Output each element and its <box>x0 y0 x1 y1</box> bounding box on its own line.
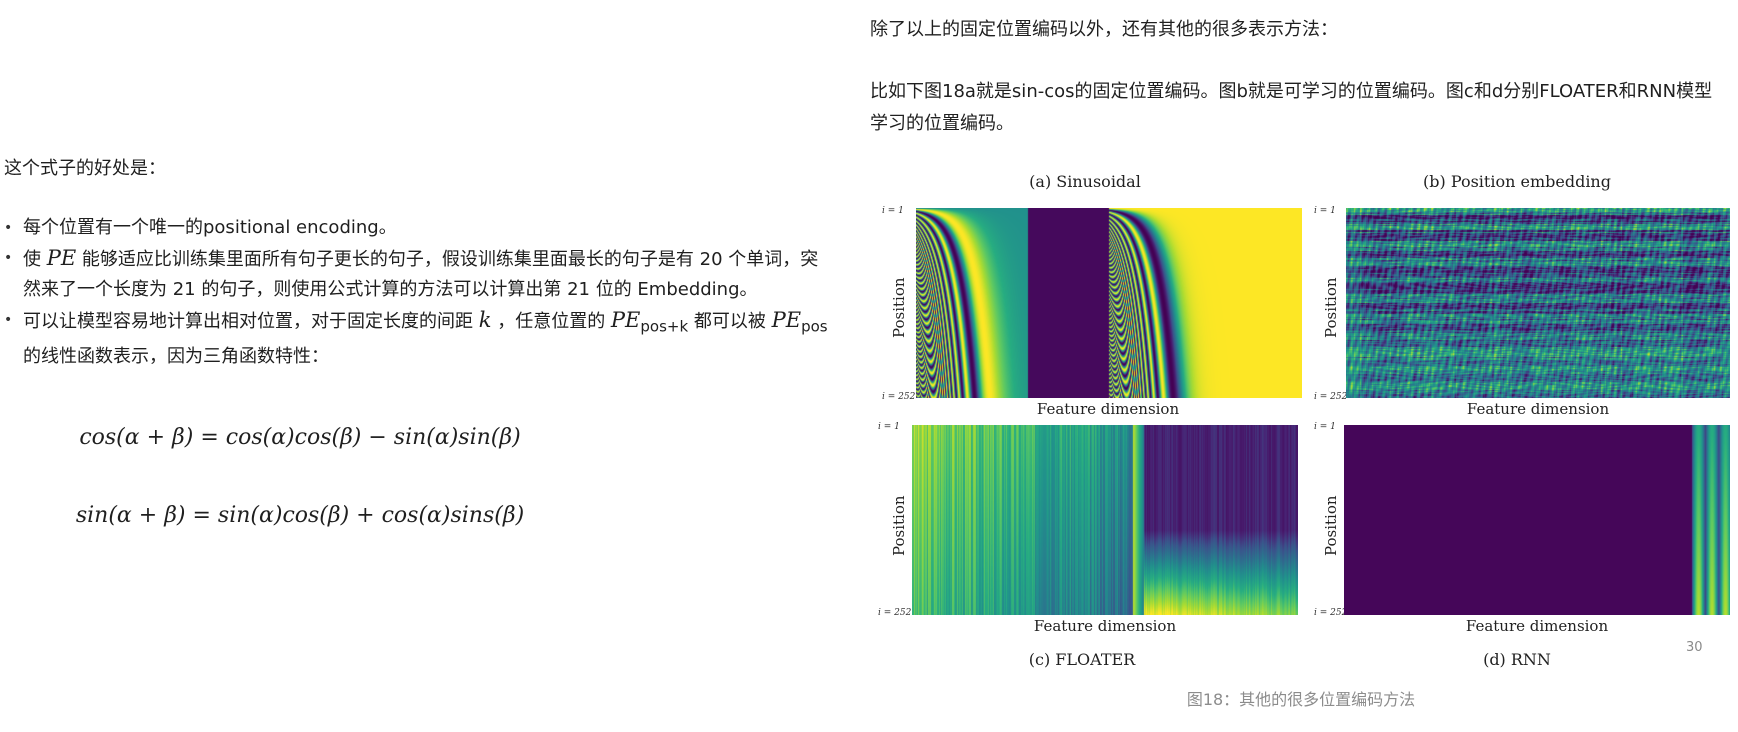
inline-math: PE <box>771 308 802 332</box>
inline-text: ，任意位置的 <box>491 311 611 332</box>
inline-text: 使 <box>23 249 47 270</box>
panel-a-tick-top: i = 1 <box>882 206 904 216</box>
inline-text: 的线性函数表示，因为三角函数特性： <box>23 345 329 367</box>
panel-a-xlabel: Feature dimension <box>1036 400 1180 418</box>
panel-b-title: (b) Position embedding <box>1423 172 1611 191</box>
formula-cos: cos(α + β) = cos(α)cos(β) − sin(α)sin(β) <box>79 425 521 450</box>
panel-b-xlabel: Feature dimension <box>1466 400 1610 418</box>
paragraph-other-methods: 除了以上的固定位置编码以外，还有其他的很多表示方法： <box>870 19 1338 40</box>
panel-a-ylabel: Position <box>890 277 908 338</box>
math-subscript: pos+k <box>640 317 689 336</box>
inline-text: 可以让模型容易地计算出相对位置，对于固定长度的间距 <box>23 311 479 332</box>
panel-c-caption: (c) FLOATER <box>1028 650 1136 669</box>
page-number: 30 <box>1686 640 1703 655</box>
panel-c-tick-bottom: i = 252 <box>878 608 912 618</box>
panel-b-heatmap <box>1346 208 1730 398</box>
panel-c-ylabel: Position <box>890 495 908 556</box>
panel-d-xlabel: Feature dimension <box>1465 617 1609 635</box>
benefit-item: 每个位置有一个唯一的positional encoding。 <box>4 213 834 243</box>
intro-text: 这个式子的好处是： <box>4 158 166 179</box>
panel-d-tick-bottom: i = 252 <box>1314 608 1348 618</box>
panel-b-ylabel: Position <box>1322 277 1340 338</box>
math-subscript: pos <box>801 317 828 336</box>
inline-math: PE <box>46 246 77 270</box>
panel-d-heatmap <box>1344 425 1730 615</box>
paragraph-figure-description: 比如下图18a就是sin-cos的固定位置编码。图b就是可学习的位置编码。图c和… <box>870 81 1713 134</box>
panel-b-tick-bottom: i = 252 <box>1314 392 1348 402</box>
panel-c-tick-top: i = 1 <box>878 422 900 432</box>
panel-a-heatmap <box>916 208 1302 398</box>
right-column: 除了以上的固定位置编码以外，还有其他的很多表示方法： 比如下图18a就是sin-… <box>870 0 1738 732</box>
inline-math: k <box>478 308 492 332</box>
formula-sin: sin(α + β) = sin(α)cos(β) + cos(α)sins(β… <box>75 503 525 528</box>
panel-d-ylabel: Position <box>1322 495 1340 556</box>
panel-c-xlabel: Feature dimension <box>1033 617 1177 635</box>
panel-d-tick-top: i = 1 <box>1314 422 1336 432</box>
figure-18: (a) Sinusoidal i = 1 i = 252 Position Fe… <box>870 160 1738 680</box>
inline-text: 每个位置有一个唯一的positional encoding。 <box>23 217 397 238</box>
benefit-item: 使 PE 能够适应比训练集里面所有句子更长的句子，假设训练集里面最长的句子是有 … <box>4 243 834 305</box>
benefit-item: 可以让模型容易地计算出相对位置，对于固定长度的间距 k ，任意位置的 PEpos… <box>4 305 834 372</box>
benefit-list: 每个位置有一个唯一的positional encoding。使 PE 能够适应比… <box>4 213 834 372</box>
panel-a-tick-bottom: i = 252 <box>882 392 916 402</box>
panel-d-caption: (d) RNN <box>1483 650 1551 669</box>
panel-b-tick-top: i = 1 <box>1314 206 1336 216</box>
inline-text: 能够适应比训练集里面所有句子更长的句子，假设训练集里面最长的句子是有 20 个单… <box>23 249 819 300</box>
panel-a-title: (a) Sinusoidal <box>1029 172 1141 191</box>
panel-c-heatmap <box>912 425 1298 615</box>
inline-text: 都可以被 <box>688 311 772 332</box>
figure-caption: 图18：其他的很多位置编码方法 <box>1186 690 1416 709</box>
left-column: 这个式子的好处是： 每个位置有一个唯一的positional encoding。… <box>0 0 840 732</box>
inline-math: PE <box>610 308 641 332</box>
